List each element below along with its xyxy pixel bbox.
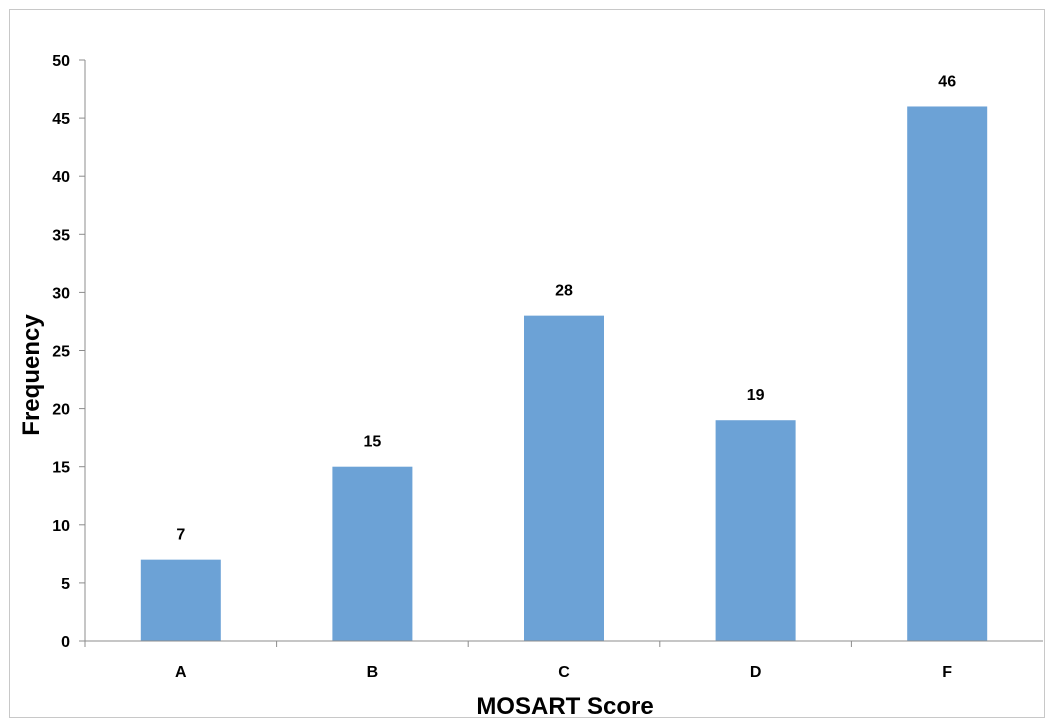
bar-c: [524, 315, 604, 641]
y-tick-label: 40: [52, 169, 70, 186]
x-tick-label-a: A: [175, 664, 187, 681]
bars-group: 7 15 28 19 46: [140, 73, 988, 642]
y-tick-label: 50: [52, 53, 70, 70]
data-label-f: 46: [938, 73, 956, 90]
bar-f: [907, 106, 988, 642]
x-axis-title: MOSART Score: [476, 693, 653, 719]
bar-b: [332, 466, 413, 641]
x-tick-label-b: B: [367, 664, 379, 681]
y-axis-title: Frequency: [18, 314, 45, 436]
data-label-c: 28: [555, 283, 573, 300]
bar-a: [140, 559, 221, 641]
x-tick-label-f: F: [942, 664, 952, 681]
y-tick-label: 15: [52, 460, 70, 477]
y-tick-label: 5: [61, 576, 70, 593]
y-tick-label: 25: [52, 344, 70, 361]
data-label-a: 7: [176, 527, 185, 544]
x-tick-label-c: C: [558, 664, 570, 681]
x-tick-label-d: D: [750, 664, 762, 681]
y-tick-label: 10: [52, 518, 70, 535]
y-tick-label: 35: [52, 227, 70, 244]
y-tick-label: 30: [52, 285, 70, 302]
y-tick-label: 20: [52, 402, 70, 419]
y-tick-label: 0: [61, 634, 70, 651]
bar-d: [715, 420, 796, 641]
y-axis: 0 5 10 15 20 25 30 35 40 45 50: [52, 53, 85, 651]
data-label-d: 19: [747, 387, 765, 404]
y-tick-label: 45: [52, 111, 70, 128]
data-label-b: 15: [364, 434, 382, 451]
